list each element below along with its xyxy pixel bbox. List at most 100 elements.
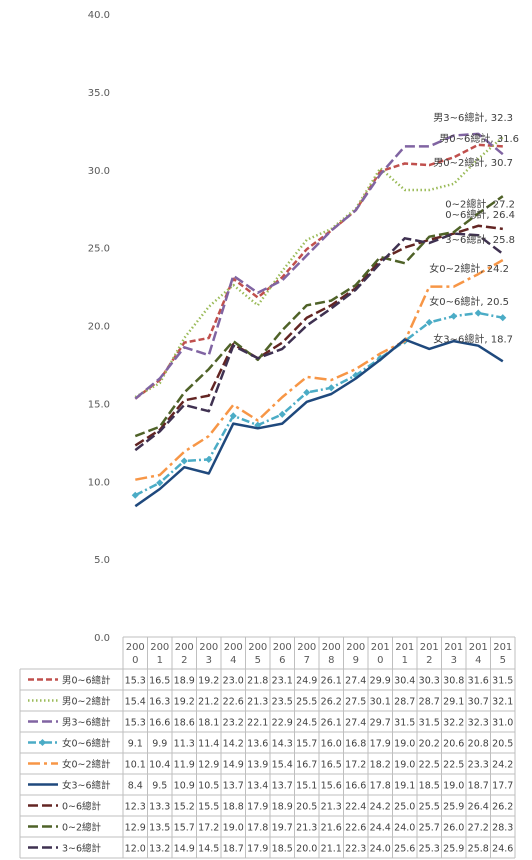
table-cell: 15.3 bbox=[125, 718, 146, 729]
x-category-label: 4 bbox=[475, 655, 481, 666]
table-cell: 16.0 bbox=[321, 739, 342, 750]
legend-label: 男0~2總計 bbox=[62, 696, 111, 708]
table-cell: 13.3 bbox=[149, 802, 170, 813]
table-cell: 21.8 bbox=[247, 676, 268, 687]
x-category-label: 200 bbox=[199, 642, 218, 653]
table-cell: 23.1 bbox=[272, 676, 293, 687]
table-cell: 27.2 bbox=[468, 823, 489, 834]
table-cell: 26.4 bbox=[468, 802, 489, 813]
y-tick-label: 30.0 bbox=[88, 166, 110, 177]
x-category-label: 200 bbox=[297, 642, 316, 653]
x-category-label: 1 bbox=[402, 655, 408, 666]
table-cell: 31.5 bbox=[394, 718, 415, 729]
table-cell: 21.6 bbox=[321, 823, 342, 834]
table-cell: 16.6 bbox=[149, 718, 170, 729]
table-cell: 32.1 bbox=[492, 697, 513, 708]
table-cell: 30.8 bbox=[443, 676, 464, 687]
x-category-label: 8 bbox=[328, 655, 334, 666]
x-category-label: 200 bbox=[273, 642, 292, 653]
data-marker bbox=[156, 479, 164, 487]
table-cell: 22.4 bbox=[345, 802, 366, 813]
table-cell: 12.9 bbox=[198, 760, 219, 771]
table-cell: 15.7 bbox=[174, 823, 195, 834]
table-cell: 13.4 bbox=[247, 781, 268, 792]
table-cell: 30.1 bbox=[370, 697, 391, 708]
series-line bbox=[134, 136, 504, 399]
table-cell: 27.4 bbox=[345, 676, 366, 687]
x-category-label: 5 bbox=[500, 655, 506, 666]
table-cell: 10.4 bbox=[149, 760, 170, 771]
legend-label: 3~6總計 bbox=[62, 843, 102, 855]
table-cell: 31.5 bbox=[419, 718, 440, 729]
table-cell: 15.4 bbox=[125, 697, 146, 708]
table-cell: 9.5 bbox=[152, 781, 167, 792]
table-cell: 32.2 bbox=[443, 718, 464, 729]
x-category-label: 201 bbox=[469, 642, 488, 653]
table-cell: 25.0 bbox=[394, 802, 415, 813]
table-cell: 19.0 bbox=[394, 760, 415, 771]
y-tick-label: 10.0 bbox=[88, 477, 110, 488]
table-cell: 15.3 bbox=[125, 676, 146, 687]
table-cell: 17.2 bbox=[345, 760, 366, 771]
table-cell: 16.3 bbox=[149, 697, 170, 708]
x-category-label: 7 bbox=[304, 655, 310, 666]
x-category-label: 201 bbox=[444, 642, 463, 653]
table-cell: 23.0 bbox=[223, 676, 244, 687]
table-cell: 14.5 bbox=[198, 844, 219, 855]
table-cell: 21.3 bbox=[321, 802, 342, 813]
table-cell: 21.3 bbox=[247, 697, 268, 708]
table-cell: 22.6 bbox=[345, 823, 366, 834]
x-category-label: 200 bbox=[175, 642, 194, 653]
table-cell: 23.3 bbox=[468, 760, 489, 771]
table-cell: 9.9 bbox=[152, 739, 167, 750]
series-line bbox=[134, 224, 503, 447]
x-category-label: 200 bbox=[248, 642, 267, 653]
table-cell: 13.5 bbox=[149, 823, 170, 834]
data-marker bbox=[278, 410, 286, 418]
table-cell: 24.4 bbox=[370, 823, 391, 834]
table-cell: 19.0 bbox=[394, 739, 415, 750]
table-cell: 28.7 bbox=[419, 697, 440, 708]
y-tick-label: 35.0 bbox=[88, 88, 110, 99]
table-cell: 12.0 bbox=[125, 844, 146, 855]
table-cell: 16.7 bbox=[296, 760, 317, 771]
table-cell: 29.1 bbox=[443, 697, 464, 708]
x-category-label: 2 bbox=[181, 655, 187, 666]
table-cell: 20.5 bbox=[296, 802, 317, 813]
data-label: 0~6總計, 26.4 bbox=[445, 208, 515, 221]
table-cell: 23.5 bbox=[272, 697, 293, 708]
table-cell: 16.5 bbox=[149, 676, 170, 687]
table-cell: 22.5 bbox=[419, 760, 440, 771]
x-category-label: 201 bbox=[395, 642, 414, 653]
table-cell: 18.1 bbox=[198, 718, 219, 729]
table-cell: 19.7 bbox=[272, 823, 293, 834]
legend-label: 0~2總計 bbox=[62, 822, 102, 834]
data-marker bbox=[303, 388, 311, 397]
table-cell: 25.8 bbox=[468, 844, 489, 855]
table-cell: 11.4 bbox=[198, 739, 219, 750]
data-label: 女0~2總計, 24.2 bbox=[429, 262, 509, 275]
data-marker bbox=[327, 384, 335, 392]
x-category-label: 0 bbox=[132, 655, 138, 666]
x-category-label: 200 bbox=[346, 642, 365, 653]
table-cell: 17.8 bbox=[247, 823, 268, 834]
table-cell: 25.5 bbox=[296, 697, 317, 708]
table-cell: 14.2 bbox=[223, 739, 244, 750]
x-category-label: 4 bbox=[230, 655, 236, 666]
table-cell: 15.1 bbox=[296, 781, 317, 792]
table-cell: 32.3 bbox=[468, 718, 489, 729]
table-cell: 31.6 bbox=[468, 676, 489, 687]
x-category-label: 201 bbox=[420, 642, 439, 653]
table-cell: 15.2 bbox=[174, 802, 195, 813]
table-cell: 27.5 bbox=[345, 697, 366, 708]
data-label: 3~6總計, 25.8 bbox=[445, 233, 515, 246]
y-tick-label: 20.0 bbox=[88, 322, 110, 333]
table-cell: 13.2 bbox=[149, 844, 170, 855]
table-cell: 15.4 bbox=[272, 760, 293, 771]
table-cell: 13.7 bbox=[272, 781, 293, 792]
table-cell: 24.5 bbox=[296, 718, 317, 729]
table-cell: 25.5 bbox=[419, 802, 440, 813]
y-tick-label: 5.0 bbox=[94, 555, 110, 566]
data-marker bbox=[205, 455, 213, 463]
